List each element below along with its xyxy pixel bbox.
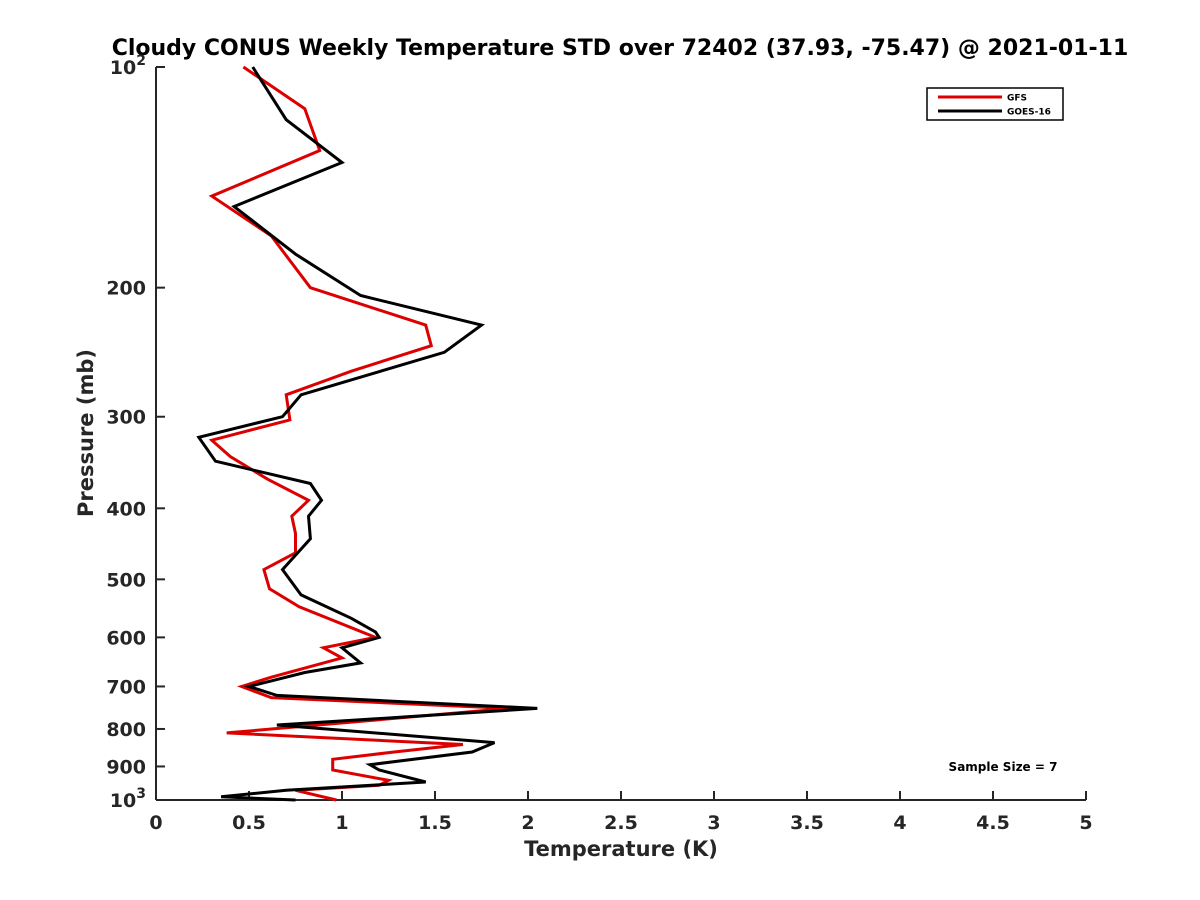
y-tick-label: 600 (106, 627, 146, 649)
x-tick-label: 0.5 (232, 812, 266, 834)
x-tick-label: 1 (335, 812, 348, 834)
legend-label: GOES-16 (1007, 108, 1051, 118)
x-tick-label: 2 (521, 812, 534, 834)
x-axis-label: Temperature (K) (524, 837, 718, 861)
y-tick-label: 900 (106, 756, 146, 778)
y-axis-label: Pressure (mb) (74, 349, 98, 517)
series-layer (196, 65, 538, 802)
legend: GFS GOES-16 (926, 87, 1064, 121)
y-tick-label: 103 (110, 786, 146, 812)
sample-size-annotation: Sample Size = 7 (949, 760, 1058, 774)
x-tick-label: 2.5 (604, 812, 638, 834)
y-tick-label: 700 (106, 676, 146, 698)
chart-title: Cloudy CONUS Weekly Temperature STD over… (112, 36, 1129, 61)
y-tick-label: 300 (106, 407, 146, 429)
y-tick-label: 400 (106, 498, 146, 520)
x-tick-label: 4.5 (976, 812, 1010, 834)
y-tick-label: 500 (106, 569, 146, 591)
x-tick-label: 3.5 (790, 812, 824, 834)
y-axis-ticks: 102 200 300 400 500 600 700 800 900 103 (106, 53, 165, 812)
legend-box (926, 87, 1064, 121)
x-tick-label: 1.5 (418, 812, 452, 834)
series-line-gfs (208, 65, 510, 802)
y-tick-label: 800 (106, 719, 146, 741)
plot-area (155, 67, 1086, 801)
series-line-goes-16 (196, 66, 538, 802)
legend-label: GFS (1007, 94, 1027, 104)
x-axis-ticks: 0 0.5 1 1.5 2 2.5 3 3.5 4 4.5 5 (149, 791, 1093, 834)
y-tick-label: 102 (110, 53, 146, 79)
x-tick-label: 4 (893, 812, 906, 834)
x-tick-label: 0 (149, 812, 162, 834)
y-tick-label: 200 (106, 278, 146, 300)
x-tick-label: 3 (707, 812, 720, 834)
x-tick-label: 5 (1079, 812, 1092, 834)
